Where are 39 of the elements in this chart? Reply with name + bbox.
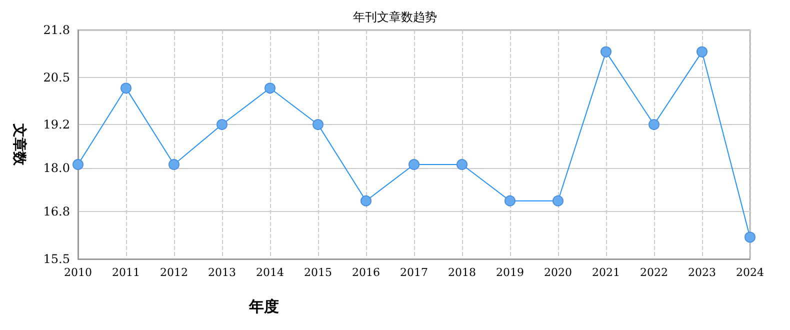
x-tick-label: 2011 <box>112 266 140 279</box>
point <box>552 195 564 206</box>
x-tick-label: 2018 <box>448 266 476 279</box>
x-tick-label: 2015 <box>304 266 332 279</box>
y-tick-label: 15.5 <box>43 252 70 266</box>
x-tick-label: 2014 <box>256 266 284 279</box>
point <box>264 82 276 94</box>
y-tick-label: 19.2 <box>43 118 70 132</box>
x-tick-label: 2022 <box>640 266 668 279</box>
y-tick-label: 16.8 <box>43 204 70 219</box>
x-tick-label: 2024 <box>736 266 764 279</box>
x-tick-label: 2020 <box>544 266 572 279</box>
point <box>120 82 132 94</box>
point <box>456 158 468 170</box>
point <box>360 195 372 206</box>
y-tick-label: 18.0 <box>43 161 70 176</box>
y-tick-label: 20.5 <box>43 70 70 84</box>
x-tick-label: 2017 <box>400 266 428 279</box>
x-tick-label: 2010 <box>64 266 92 279</box>
point <box>696 46 708 58</box>
x-tick-label: 2021 <box>592 266 620 279</box>
chart-title: 年刊文章数趋势 <box>353 10 437 24</box>
x-axis-title: 年度 <box>248 298 279 316</box>
x-tick-label: 2012 <box>160 266 188 279</box>
point <box>648 119 660 130</box>
point <box>504 195 516 206</box>
x-tick-label: 2013 <box>208 266 236 279</box>
point <box>408 158 420 170</box>
x-tick-label: 2019 <box>496 266 524 279</box>
point <box>312 119 324 130</box>
point <box>168 158 180 170</box>
y-tick-label: 21.8 <box>43 23 70 37</box>
y-axis-title: 文章数 <box>11 122 28 166</box>
point <box>744 232 756 243</box>
point <box>216 119 228 130</box>
x-tick-label: 2023 <box>688 266 716 279</box>
point <box>72 158 84 170</box>
point <box>600 46 612 58</box>
x-tick-label: 2016 <box>352 266 380 279</box>
